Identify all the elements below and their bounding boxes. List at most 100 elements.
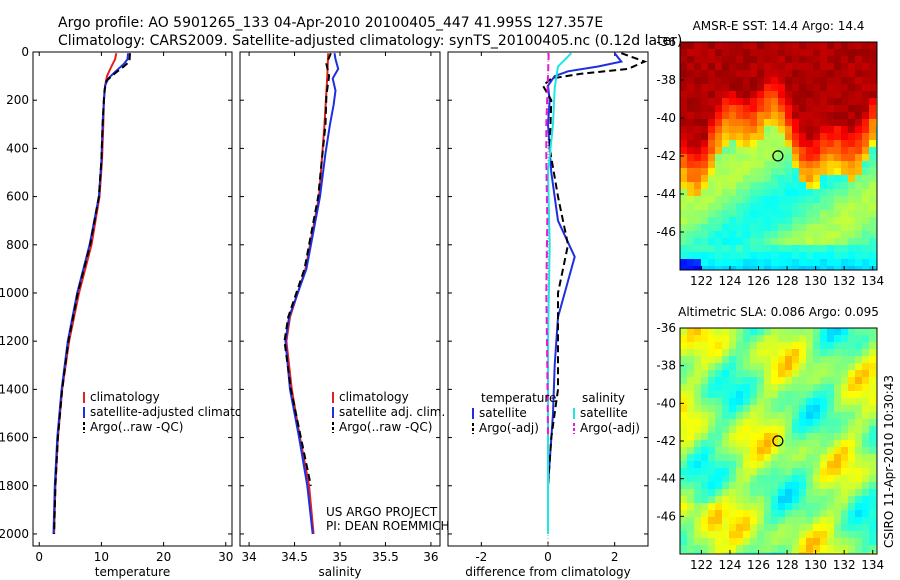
map-cell xyxy=(722,510,729,517)
map-cell xyxy=(827,489,834,496)
map-cell xyxy=(834,217,841,224)
map-cell xyxy=(708,147,715,154)
map-cell xyxy=(813,482,820,489)
legend-label: climatology xyxy=(339,390,409,404)
map-cell xyxy=(701,468,708,475)
map-cell xyxy=(764,475,771,482)
map-cell xyxy=(771,475,778,482)
map-cell xyxy=(806,349,813,356)
map-cell xyxy=(708,140,715,147)
map-cell xyxy=(841,391,848,398)
map-cell xyxy=(694,98,701,105)
map-cell xyxy=(806,119,813,126)
map-cell xyxy=(694,342,701,349)
map-cell xyxy=(715,538,722,545)
map-cell xyxy=(701,531,708,538)
map-cell xyxy=(820,363,827,370)
map-cell xyxy=(841,524,848,531)
map-cell xyxy=(694,545,701,552)
map-cell xyxy=(694,245,701,252)
map-cell xyxy=(722,119,729,126)
map-cell xyxy=(792,245,799,252)
map-cell xyxy=(708,503,715,510)
map-cell xyxy=(708,405,715,412)
map-cell xyxy=(694,49,701,56)
map-cell xyxy=(799,196,806,203)
map-cell xyxy=(729,538,736,545)
map-cell xyxy=(806,77,813,84)
map-cell xyxy=(750,524,757,531)
map-cell xyxy=(799,42,806,49)
map-cell xyxy=(694,168,701,175)
map-cell xyxy=(862,105,869,112)
map-cell xyxy=(848,496,855,503)
map-cell xyxy=(778,70,785,77)
map-cell xyxy=(778,133,785,140)
map-cell xyxy=(708,266,715,270)
y-tick-label: 2000 xyxy=(0,527,29,541)
map-cell xyxy=(778,42,785,49)
map-cell xyxy=(715,384,722,391)
map-cell xyxy=(792,203,799,210)
map-cell xyxy=(680,140,687,147)
map-cell xyxy=(827,133,834,140)
map-cell xyxy=(708,419,715,426)
map-cell xyxy=(757,168,764,175)
map-cell xyxy=(799,419,806,426)
x-tick-label: 126 xyxy=(747,274,770,288)
map-cell xyxy=(778,328,785,335)
map-cell xyxy=(820,175,827,182)
map-cell xyxy=(743,266,750,270)
map-cell xyxy=(743,126,750,133)
map-cell xyxy=(778,503,785,510)
map-cell xyxy=(680,168,687,175)
map-cell xyxy=(757,391,764,398)
map-cell xyxy=(827,56,834,63)
map-cell xyxy=(764,105,771,112)
map-cell xyxy=(834,384,841,391)
map-cell xyxy=(785,342,792,349)
x-axis-label: salinity xyxy=(318,565,361,579)
map-cell xyxy=(764,412,771,419)
map-cell xyxy=(757,503,764,510)
map-cell xyxy=(722,335,729,342)
map-cell xyxy=(869,517,876,524)
map-cell xyxy=(708,231,715,238)
x-tick-label: 34.5 xyxy=(281,550,308,564)
map-cell xyxy=(736,447,743,454)
map-cell xyxy=(813,335,820,342)
map-cell xyxy=(806,503,813,510)
map-cell xyxy=(799,84,806,91)
map-cell xyxy=(771,42,778,49)
map-cell xyxy=(757,189,764,196)
map-cell xyxy=(785,224,792,231)
map-cell xyxy=(680,203,687,210)
map-cell xyxy=(708,161,715,168)
map-cell xyxy=(848,454,855,461)
map-cell xyxy=(806,63,813,70)
map-cell xyxy=(834,482,841,489)
map-cell xyxy=(701,510,708,517)
map-cell xyxy=(687,259,694,266)
map-cell xyxy=(785,245,792,252)
map-cell xyxy=(799,531,806,538)
map-cell xyxy=(855,496,862,503)
map-cell xyxy=(855,475,862,482)
map-cell xyxy=(771,161,778,168)
x-tick-label: 130 xyxy=(804,558,827,572)
map-cell xyxy=(813,224,820,231)
map-cell xyxy=(750,454,757,461)
map-cell xyxy=(848,84,855,91)
map-cell xyxy=(722,224,729,231)
map-cell xyxy=(722,496,729,503)
map-cell xyxy=(827,147,834,154)
map-cell xyxy=(750,133,757,140)
map-cell xyxy=(680,147,687,154)
y-tick-label: -36 xyxy=(656,321,676,335)
map-cell xyxy=(848,147,855,154)
map-cell xyxy=(743,328,750,335)
map-cell xyxy=(778,489,785,496)
map-cell xyxy=(813,217,820,224)
map-cell xyxy=(771,210,778,217)
map-cell xyxy=(722,468,729,475)
